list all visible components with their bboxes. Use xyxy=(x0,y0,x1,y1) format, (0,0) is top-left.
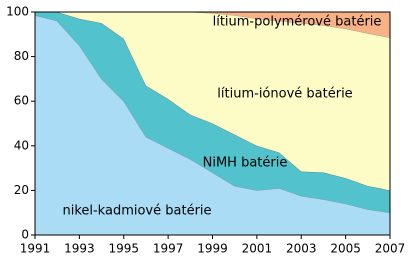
area xyxy=(35,12,390,213)
series-label: nikel-kadmiové batérie xyxy=(62,204,211,219)
area xyxy=(35,12,390,38)
area xyxy=(35,12,390,191)
y-tick-label: 40 xyxy=(14,138,29,152)
x-tick-label: 2001 xyxy=(242,242,273,256)
x-tick-label: 1999 xyxy=(197,242,228,256)
series-label: lítium-polymérové batérie xyxy=(213,15,382,30)
x-tick-label: 1993 xyxy=(64,242,95,256)
x-tick-label: 2007 xyxy=(375,242,406,256)
area xyxy=(35,15,390,235)
x-tick-label: 2005 xyxy=(330,242,361,256)
y-tick-label: 80 xyxy=(14,49,29,63)
y-tick-label: 100 xyxy=(6,5,29,19)
series-label: lítium-iónové batérie xyxy=(217,87,352,102)
series-label: NiMH batérie xyxy=(203,156,288,171)
y-tick-label: 0 xyxy=(21,228,29,242)
x-tick-label: 1997 xyxy=(153,242,184,256)
x-tick-label: 1995 xyxy=(108,242,139,256)
x-tick-label: 1991 xyxy=(20,242,51,256)
y-tick-label: 20 xyxy=(14,183,29,197)
x-tick-label: 2003 xyxy=(286,242,317,256)
y-tick-label: 60 xyxy=(14,94,29,108)
